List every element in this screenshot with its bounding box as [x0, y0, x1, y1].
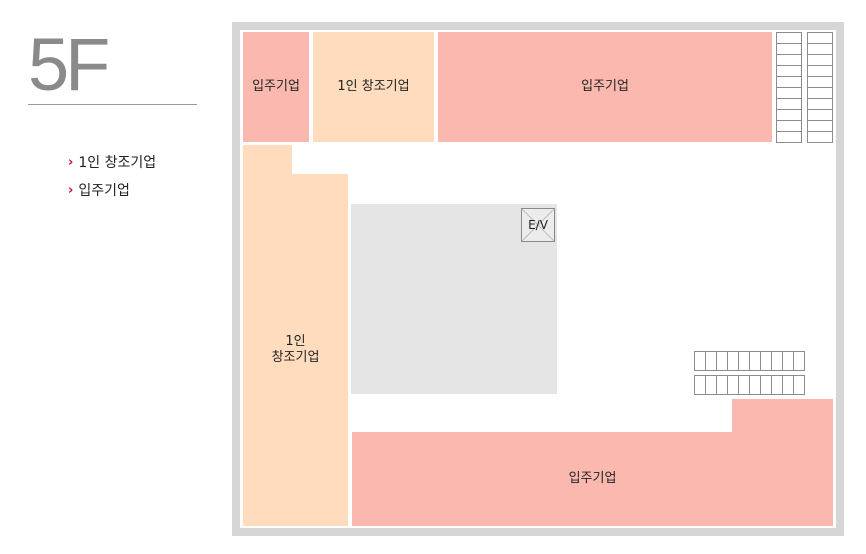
- room-label: 창조기업: [271, 350, 320, 365]
- stairs-icon: [694, 351, 805, 395]
- room-solo-left[interactable]: 1인 창조기업: [243, 174, 348, 526]
- room-tenant-bottom-upper: [732, 399, 833, 433]
- legend-item-tenant[interactable]: › 입주기업: [68, 176, 156, 204]
- legend-label: 입주기업: [78, 183, 130, 199]
- chevron-right-icon: ›: [68, 154, 74, 170]
- elevator-icon: [522, 209, 554, 241]
- legend: › 1인 창조기업 › 입주기업: [68, 148, 156, 204]
- elevator: E/V: [521, 208, 555, 242]
- room-label: 1인: [285, 334, 306, 349]
- chevron-right-icon: ›: [68, 182, 74, 198]
- room-tenant-top-right[interactable]: 입주기업: [438, 32, 772, 142]
- room-solo-left-upper: [243, 145, 292, 175]
- room-label: 입주기업: [581, 79, 629, 94]
- room-tenant-top-left[interactable]: 입주기업: [243, 32, 309, 142]
- room-tenant-bottom[interactable]: 입주기업: [352, 432, 833, 526]
- legend-item-solo-enterprise[interactable]: › 1인 창조기업: [68, 148, 156, 176]
- title-divider: [28, 104, 197, 105]
- room-label: 1인 창조기업: [337, 79, 410, 94]
- floor-title: 5F: [28, 23, 110, 106]
- room-solo-top[interactable]: 1인 창조기업: [313, 32, 434, 142]
- stairs-icon: [776, 32, 833, 143]
- room-label: 입주기업: [568, 471, 617, 486]
- room-label: 입주기업: [252, 79, 300, 94]
- legend-label: 1인 창조기업: [78, 155, 157, 171]
- elevator-label: E/V: [528, 218, 548, 232]
